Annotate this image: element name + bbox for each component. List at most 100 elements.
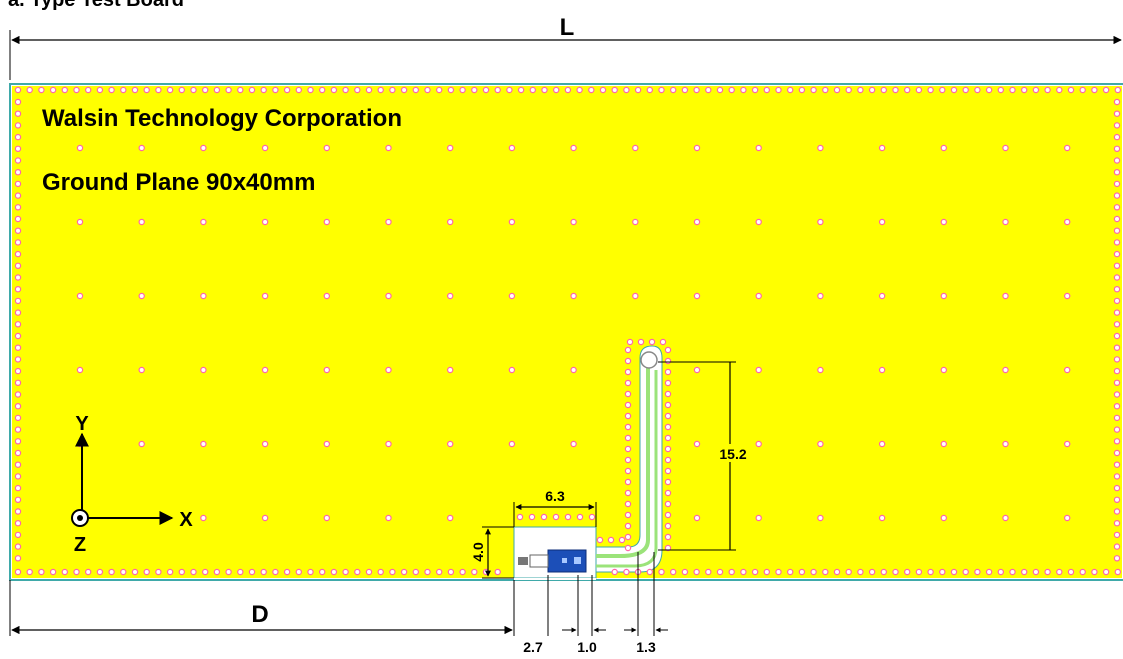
via xyxy=(14,133,22,141)
via xyxy=(878,144,886,152)
via xyxy=(693,292,701,300)
via xyxy=(716,86,724,94)
via xyxy=(962,568,969,576)
via xyxy=(637,338,645,346)
via xyxy=(878,514,886,522)
via xyxy=(166,568,174,576)
ground-plane-label: Ground Plane 90x40mm xyxy=(42,169,315,196)
via xyxy=(14,344,22,351)
via xyxy=(1113,239,1121,246)
via xyxy=(120,568,127,576)
via xyxy=(775,568,782,576)
via xyxy=(775,86,782,94)
via xyxy=(664,478,672,486)
header-fragment: a. Type Test Board xyxy=(8,0,184,11)
dimension-6-3-label: 6.3 xyxy=(545,488,565,504)
via xyxy=(138,144,145,152)
via xyxy=(1009,86,1016,94)
via xyxy=(624,368,632,376)
via xyxy=(985,86,993,94)
via xyxy=(997,568,1005,576)
via xyxy=(14,379,22,386)
via xyxy=(904,568,911,576)
via xyxy=(693,440,701,448)
via xyxy=(1009,568,1016,576)
company-name: Walsin Technology Corporation xyxy=(42,105,402,132)
via xyxy=(646,568,654,576)
via xyxy=(1113,496,1121,503)
via xyxy=(1063,366,1071,374)
via xyxy=(14,309,22,316)
via xyxy=(810,568,817,576)
via xyxy=(1091,568,1098,576)
via xyxy=(178,86,185,94)
via xyxy=(1113,403,1121,410)
via xyxy=(138,218,145,226)
via xyxy=(664,357,672,365)
dimension-2-7-label: 2.7 xyxy=(523,639,543,655)
via xyxy=(632,218,639,226)
via xyxy=(508,440,516,448)
via xyxy=(599,86,607,94)
via xyxy=(1113,484,1121,492)
via xyxy=(400,568,408,576)
via xyxy=(664,544,672,552)
via xyxy=(1113,356,1121,363)
via xyxy=(1056,568,1063,576)
via xyxy=(14,473,22,480)
via xyxy=(14,484,22,492)
via xyxy=(553,86,560,94)
via xyxy=(517,86,525,94)
via xyxy=(868,86,876,94)
via xyxy=(96,86,104,94)
via xyxy=(1032,568,1040,576)
via xyxy=(508,144,516,152)
via xyxy=(664,423,672,431)
via xyxy=(14,426,22,433)
via xyxy=(225,86,232,94)
via xyxy=(623,568,630,576)
via xyxy=(1113,168,1121,176)
via xyxy=(248,86,256,94)
via xyxy=(14,356,22,363)
via xyxy=(763,568,771,576)
via xyxy=(471,86,478,94)
via xyxy=(740,86,747,94)
via xyxy=(459,86,466,94)
via xyxy=(283,568,291,576)
via xyxy=(817,440,824,448)
via xyxy=(108,568,115,576)
via xyxy=(658,568,665,576)
via xyxy=(14,555,22,562)
via xyxy=(670,568,677,576)
via xyxy=(14,274,22,281)
via xyxy=(588,86,595,94)
via xyxy=(14,543,22,550)
via xyxy=(664,456,672,464)
via xyxy=(138,366,145,374)
via xyxy=(845,86,852,94)
via xyxy=(576,513,584,521)
via xyxy=(664,533,672,541)
via xyxy=(248,568,256,576)
via xyxy=(295,568,302,576)
via xyxy=(14,414,22,422)
x-axis-label: X xyxy=(179,509,193,531)
via xyxy=(155,568,162,576)
via xyxy=(1113,309,1121,316)
via xyxy=(412,86,419,94)
via xyxy=(564,513,572,521)
via xyxy=(1113,180,1121,188)
via xyxy=(261,514,269,522)
via xyxy=(1113,520,1121,527)
via xyxy=(261,292,269,300)
via xyxy=(307,568,314,576)
via xyxy=(693,218,701,226)
via xyxy=(1002,292,1009,300)
via xyxy=(1056,86,1063,94)
via xyxy=(14,110,22,117)
via xyxy=(693,568,700,576)
via xyxy=(611,86,618,94)
via xyxy=(624,390,632,398)
via xyxy=(200,144,207,152)
